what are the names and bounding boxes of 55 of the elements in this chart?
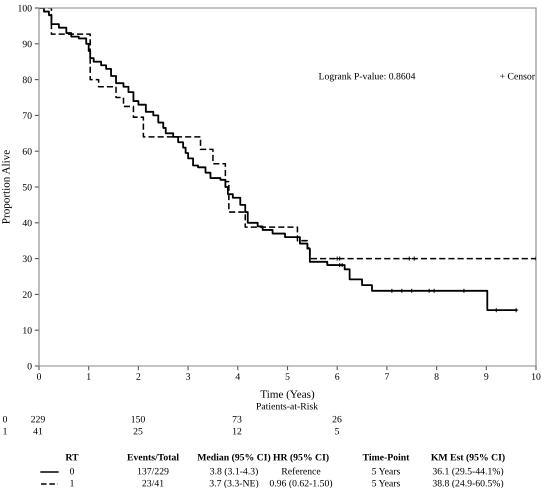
x-tick-label: 7: [385, 373, 390, 380]
x-tick-label: 9: [484, 373, 488, 380]
text: 12: [232, 428, 242, 434]
x-tick-label: 5: [286, 373, 290, 380]
text: 41: [33, 428, 42, 434]
text: 23/41: [142, 480, 164, 486]
text: Events/Total: [127, 454, 179, 460]
text: 36.1 (29.5-44.1%): [432, 468, 504, 476]
x-tick-label: 4: [236, 373, 240, 380]
text: Reference: [282, 467, 320, 474]
text: 5: [335, 428, 340, 434]
y-tick-label: 20: [22, 291, 32, 298]
x-tick-label: 10: [532, 373, 540, 380]
y-tick-label: 80: [22, 76, 32, 84]
y-tick-label: 70: [22, 112, 32, 119]
y-tick-label: 60: [22, 148, 32, 155]
y-tick-label: 100: [18, 4, 32, 12]
x-axis-title: Time (Yeas): [260, 390, 314, 400]
text: 0: [2, 416, 8, 422]
text: 229: [31, 416, 45, 422]
y-tick-label: 50: [22, 184, 32, 190]
y-tick-label: 0: [28, 362, 32, 370]
x-tick-label: 1: [87, 373, 91, 380]
x-tick-label: 6: [335, 373, 340, 380]
text: Patients-at-Risk: [256, 402, 318, 410]
text: 3.7 (3.3-NE): [210, 480, 258, 488]
x-tick-label: 0: [36, 373, 42, 380]
y-tick-label: 40: [22, 220, 32, 226]
x-tick-label: 8: [434, 373, 439, 380]
text: 5 Years: [372, 480, 400, 486]
text: 0.96 (0.62-1.50): [270, 480, 332, 488]
text: Median (95% CI): [197, 454, 270, 462]
y-tick-label: 10: [23, 327, 32, 334]
text: KM Est (95% CI): [431, 454, 505, 462]
text: HR (95% CI): [273, 454, 329, 462]
x-tick-label: 2: [136, 373, 140, 380]
y-axis-title: Proportion Alive: [2, 150, 12, 224]
text: 137/229: [138, 468, 169, 474]
text: 26: [332, 416, 342, 422]
x-tick-label: 3: [186, 373, 190, 380]
text: 3.8 (3.1-4.3): [210, 468, 258, 476]
legend-label: 1: [70, 480, 74, 486]
text: 73: [232, 416, 242, 422]
y-tick-label: 30: [22, 256, 32, 262]
text: RT: [66, 454, 78, 460]
annotation: Logrank P-value: 0.8604: [318, 72, 416, 82]
text: 150: [132, 416, 145, 422]
text: Time-Point: [362, 454, 410, 460]
text: 1: [3, 428, 7, 434]
text: 38.8 (24.9-60.5%): [432, 480, 504, 488]
text: 25: [134, 428, 142, 434]
legend-label: 0: [70, 468, 74, 474]
annotation: + Censor: [500, 72, 535, 80]
y-tick-label: 90: [22, 40, 32, 48]
text: 5 Years: [372, 468, 400, 474]
